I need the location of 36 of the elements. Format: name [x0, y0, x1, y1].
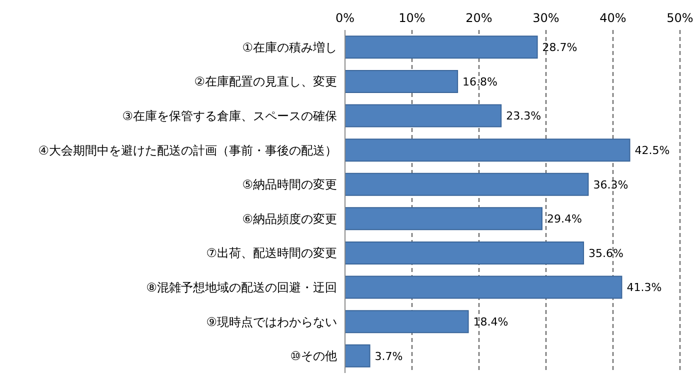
x-tick-label: 50% [666, 11, 694, 25]
data-label: 42.5% [634, 144, 670, 157]
data-label: 35.6% [588, 246, 624, 260]
bar [345, 138, 630, 162]
bar [345, 36, 538, 59]
x-tick-label: 40% [600, 11, 626, 25]
y-tick-label: ⑥納品頻度の変更 [242, 212, 337, 226]
y-tick-label: ④大会期間中を避けた配送の計画（事前・事後の配送） [38, 143, 337, 158]
y-tick-label: ⑦出荷、配送時間の変更 [206, 246, 337, 260]
y-tick-label: ②在庫配置の見直し、変更 [194, 74, 337, 89]
bar [345, 310, 469, 334]
y-tick-label: ⑧混雑予想地域の配送の回避・迂回 [146, 280, 337, 295]
bar [345, 344, 370, 368]
data-label: 29.4% [546, 212, 582, 226]
bar [345, 241, 584, 264]
data-label: 36.3% [593, 178, 628, 192]
y-tick-label: ⑤納品時間の変更 [242, 178, 337, 192]
y-tick-label: ③在庫を保管する倉庫、スペースの確保 [122, 109, 337, 124]
y-tick-label: ⑩その他 [290, 349, 337, 364]
y-tick-label: ⑨現時点ではわからない [206, 314, 337, 329]
data-label: 16.8% [462, 75, 498, 88]
bar [345, 70, 458, 93]
data-label: 23.3% [506, 110, 542, 123]
bar [345, 172, 589, 196]
bar [345, 104, 502, 128]
data-label: 3.7% [374, 350, 403, 363]
bar [345, 276, 622, 299]
data-label: 18.4% [473, 315, 508, 328]
data-label: 28.7% [542, 41, 578, 54]
data-label: 41.3% [626, 281, 662, 294]
y-tick-label: ①在庫の積み増し [242, 40, 337, 54]
x-tick-label: 30% [532, 11, 560, 25]
x-tick-label: 10% [398, 11, 426, 25]
x-tick-label: 0% [335, 11, 355, 25]
bar [345, 207, 542, 230]
x-tick-label: 20% [466, 11, 492, 25]
